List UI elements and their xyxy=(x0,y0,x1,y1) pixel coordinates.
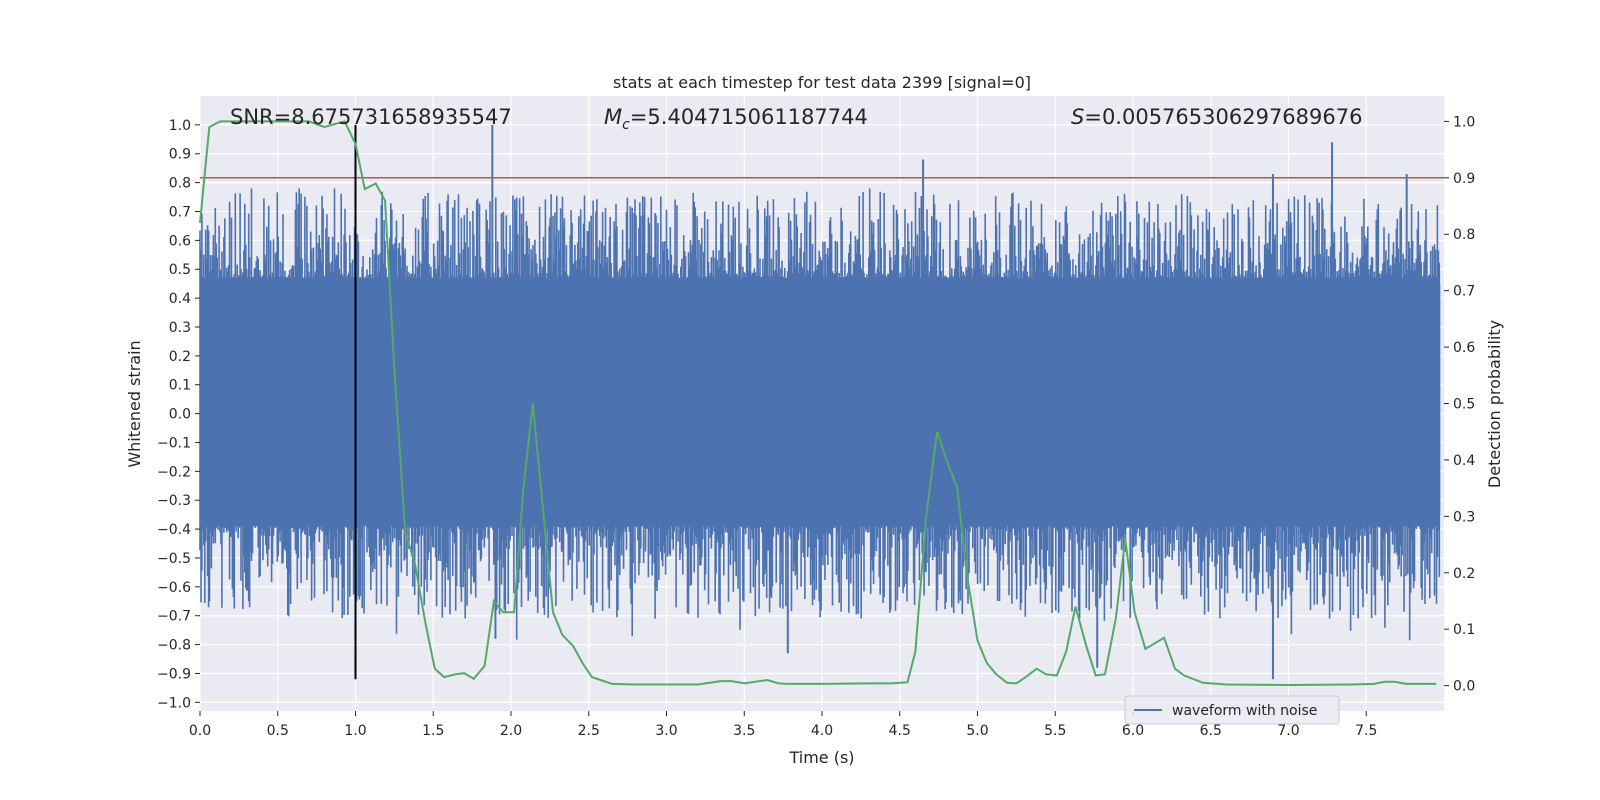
y-left-tick-label: 0.7 xyxy=(169,204,191,220)
x-tick-label: 5.5 xyxy=(1044,723,1066,739)
legend-box xyxy=(1124,695,1340,725)
probability-series xyxy=(199,120,1437,687)
y-right-tick-label: 0.3 xyxy=(1453,509,1475,525)
y-axis-right-ticks: 0.0 0.1 0.2 0.3 0.4 0.5 0.6 0.7 0.8 0.9 1.0 xyxy=(1444,114,1475,695)
y-left-tick-label: −0.4 xyxy=(157,522,191,538)
y-right-tick-label: 0.1 xyxy=(1453,622,1475,638)
x-tick-label: 7.0 xyxy=(1277,723,1299,739)
x-tick-label: 0.5 xyxy=(267,723,289,739)
chart-title: stats at each timestep for test data 239… xyxy=(613,73,1031,92)
y-axis-left-ticks: −1.0 −0.9 −0.8 −0.7 −0.6 −0.5 −0.4 −0.3 −0.2 −0.1… xyxy=(157,118,200,711)
s-symbol: S xyxy=(1071,105,1084,129)
y-right-tick-label: 0.9 xyxy=(1453,171,1475,187)
waveform-series xyxy=(199,124,1441,680)
chirp-mass-symbol: M xyxy=(604,105,622,129)
y-left-tick-label: 0.0 xyxy=(169,407,191,423)
x-tick-label: 3.0 xyxy=(655,723,677,739)
y-left-tick-label: −0.8 xyxy=(157,638,191,654)
x-tick-label: 3.5 xyxy=(733,723,755,739)
x-tick-label: 6.5 xyxy=(1200,723,1222,739)
reference-lines xyxy=(200,124,1444,680)
x-tick-label: 7.5 xyxy=(1355,723,1377,739)
y-left-tick-label: −0.5 xyxy=(157,551,191,567)
chirp-mass-value: =5.404715061187744 xyxy=(630,105,868,129)
y-right-tick-label: 0.8 xyxy=(1453,227,1475,243)
y-left-tick-label: −0.2 xyxy=(157,464,191,480)
y-left-tick-label: −1.0 xyxy=(157,695,191,711)
waveform-noise-trace xyxy=(199,188,1441,641)
y-left-tick-label: −0.3 xyxy=(157,493,191,509)
y-left-tick-label: 0.1 xyxy=(169,378,191,394)
y-right-tick-label: 0.6 xyxy=(1453,340,1475,356)
y-left-tick-label: 0.9 xyxy=(169,147,191,163)
y-right-tick-label: 0.4 xyxy=(1453,453,1475,469)
x-tick-label: 1.0 xyxy=(344,723,366,739)
x-tick-label: 6.0 xyxy=(1122,723,1144,739)
detection-probability-line xyxy=(199,120,1437,687)
legend-label: waveform with noise xyxy=(1172,703,1317,719)
x-axis-ticks: 0.0 0.5 1.0 1.5 2.0 2.5 3.0 3.5 4.0 4.5 5.0 5.5 6.0 6… xyxy=(189,711,1377,739)
s-annotation: S=0.005765306297689676 xyxy=(1071,105,1362,129)
x-tick-label: 4.5 xyxy=(889,723,911,739)
x-tick-label: 0.0 xyxy=(189,723,211,739)
chirp-mass-subscript: c xyxy=(622,117,630,133)
y-left-tick-label: −0.6 xyxy=(157,580,191,596)
snr-annotation: SNR=8.675731658935547 xyxy=(230,105,512,129)
y-right-tick-label: 0.7 xyxy=(1453,284,1475,300)
x-tick-label: 5.0 xyxy=(966,723,988,739)
y-left-tick-label: −0.9 xyxy=(157,666,191,682)
y-left-tick-label: 0.6 xyxy=(169,233,191,249)
y-right-tick-label: 0.2 xyxy=(1453,566,1475,582)
y-right-tick-label: 0.5 xyxy=(1453,397,1475,413)
y-right-tick-label: 0.0 xyxy=(1453,679,1475,695)
y-left-tick-label: −0.1 xyxy=(157,435,191,451)
y-left-tick-label: −0.7 xyxy=(157,609,191,625)
y-left-tick-label: 0.8 xyxy=(169,176,191,192)
chirp-mass-annotation: Mc=5.404715061187744 xyxy=(604,105,868,133)
y-axis-right-label: Detection probability xyxy=(1485,320,1504,488)
x-tick-label: 1.5 xyxy=(422,723,444,739)
y-left-tick-label: 0.2 xyxy=(169,349,191,365)
x-axis-label: Time (s) xyxy=(788,748,854,767)
y-left-tick-label: 0.3 xyxy=(169,320,191,336)
legend: waveform with noise xyxy=(1124,695,1340,725)
y-left-tick-label: 0.5 xyxy=(169,262,191,278)
y-axis-left-label: Whitened strain xyxy=(125,340,144,467)
x-tick-label: 2.5 xyxy=(578,723,600,739)
x-tick-label: 4.0 xyxy=(811,723,833,739)
s-value: =0.005765306297689676 xyxy=(1084,105,1362,129)
y-left-tick-label: 1.0 xyxy=(169,118,191,134)
x-tick-label: 2.0 xyxy=(500,723,522,739)
y-right-tick-label: 1.0 xyxy=(1453,114,1475,130)
y-left-tick-label: 0.4 xyxy=(169,291,191,307)
